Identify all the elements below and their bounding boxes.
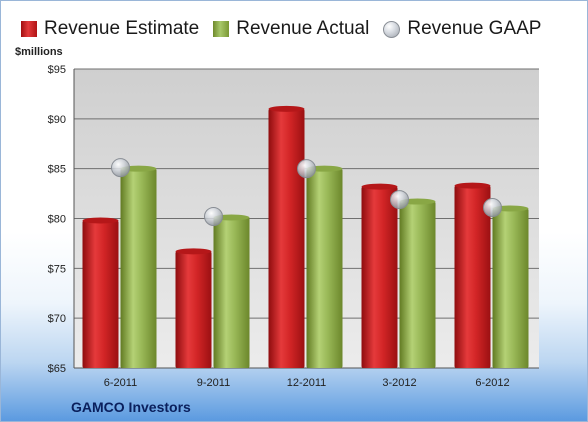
marker-revenue-gaap [483,198,502,218]
legend-swatch-estimate [21,21,37,37]
bar-revenue-actual [213,217,250,368]
legend-label-actual: Revenue Actual [236,18,370,39]
marker-revenue-gaap [204,207,223,227]
legend-label-estimate: Revenue Estimate [44,18,200,39]
y-tick-label: $70 [48,313,66,325]
x-tick-label: 6-2011 [104,377,137,389]
bar-revenue-actual [399,201,436,368]
y-tick-label: $75 [48,263,66,275]
legend-label-gaap: Revenue GAAP [407,18,542,39]
legend-item-gaap: Revenue GAAP [383,18,541,40]
x-tick-label: 9-2011 [197,377,230,389]
bar-revenue-estimate [454,185,491,368]
bar-top-revenue-estimate [175,248,212,255]
marker-revenue-gaap [390,190,409,210]
bar-top-revenue-estimate [82,217,119,224]
marker-revenue-gaap [297,159,316,179]
bar-revenue-actual [492,208,529,368]
y-axis-unit-label: $millions [15,46,63,58]
x-tick-label: 6-2012 [475,377,509,389]
bar-revenue-actual [306,168,343,368]
bar-revenue-estimate [361,186,398,368]
bar-revenue-estimate [175,251,212,368]
y-tick-label: $95 [48,64,66,76]
y-tick-label: $80 [48,214,66,226]
bar-revenue-estimate [82,220,119,368]
bar-revenue-actual [120,168,157,368]
bar-top-revenue-estimate [268,105,305,112]
y-tick-label: $85 [48,164,66,176]
bar-revenue-estimate [268,108,305,368]
y-tick-label: $65 [48,363,66,375]
legend-item-actual: Revenue Actual [213,18,369,40]
marker-revenue-gaap [111,158,130,178]
company-name: GAMCO Investors [71,399,191,415]
bar-top-revenue-estimate [454,182,491,189]
legend: Revenue Estimate Revenue Actual Revenue … [21,15,555,43]
x-tick-label: 3-2012 [382,377,416,389]
legend-swatch-gaap [383,20,401,38]
legend-item-estimate: Revenue Estimate [21,18,199,40]
bar-top-revenue-estimate [361,183,398,190]
y-tick-label: $90 [48,114,66,126]
legend-swatch-actual [213,21,230,37]
x-tick-label: 12-2011 [287,377,327,389]
